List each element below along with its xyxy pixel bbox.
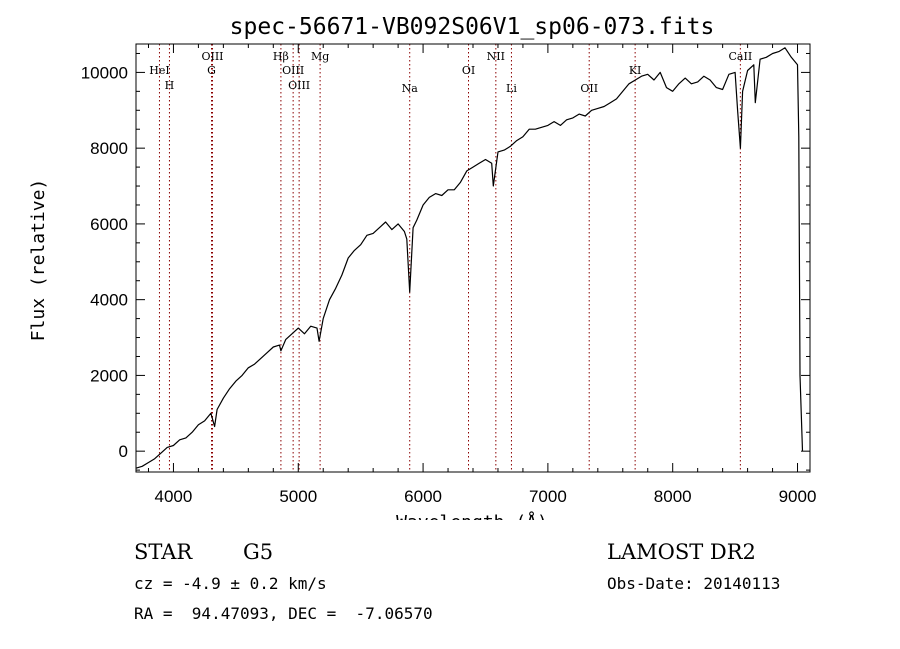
line-label-11: Li bbox=[506, 82, 517, 95]
axis-ticks: 4000 5000 6000 7000 8000 9000 0 2000 4000 6000 800… bbox=[81, 44, 817, 506]
line-label-6: OIII bbox=[288, 79, 310, 92]
ra-dec-coordinates: RA = 94.47093, DEC = -7.06570 bbox=[134, 604, 433, 623]
line-label-8: Na bbox=[402, 82, 419, 95]
y-tick-label-2: 4000 bbox=[90, 291, 128, 310]
x-tick-label-1: 5000 bbox=[279, 487, 317, 506]
line-label-5: OIII bbox=[282, 64, 304, 77]
spectrum-chart: spec-56671-VB092S06V1_sp06-073.fits HeI H… bbox=[28, 14, 817, 520]
line-label-9: OI bbox=[462, 64, 475, 77]
spectrum-line bbox=[135, 47, 804, 469]
redshift-cz: cz = -4.9 ± 0.2 km/s bbox=[134, 574, 327, 593]
y-tick-label-1: 2000 bbox=[90, 366, 128, 385]
x-tick-label-0: 4000 bbox=[155, 487, 193, 506]
plot-frame bbox=[135, 43, 811, 473]
y-tick-label-0: 0 bbox=[119, 442, 128, 461]
x-axis-label: Wavelength (Å) bbox=[396, 511, 548, 520]
chart-title: spec-56671-VB092S06V1_sp06-073.fits bbox=[230, 14, 715, 40]
y-axis-label: Flux (relative) bbox=[28, 179, 49, 342]
line-label-12: OII bbox=[580, 82, 598, 95]
line-label-13: KI bbox=[629, 64, 642, 77]
line-label-0: HeI bbox=[149, 64, 169, 77]
line-label-10: NII bbox=[487, 50, 505, 63]
x-tick-label-3: 7000 bbox=[529, 487, 567, 506]
y-tick-label-4: 8000 bbox=[90, 139, 128, 158]
line-label-4: Hβ bbox=[273, 50, 289, 63]
observation-date: Obs-Date: 20140113 bbox=[607, 574, 781, 593]
y-tick-label-3: 6000 bbox=[90, 215, 128, 234]
object-subclass: G5 bbox=[243, 540, 274, 564]
x-tick-label-2: 6000 bbox=[404, 487, 442, 506]
x-tick-label-4: 8000 bbox=[654, 487, 692, 506]
line-label-7: Mg bbox=[311, 50, 329, 63]
line-label-1: H bbox=[165, 79, 175, 92]
line-label-3: G bbox=[207, 64, 216, 77]
y-tick-label-5: 10000 bbox=[81, 63, 128, 82]
survey-name: LAMOST DR2 bbox=[607, 540, 756, 564]
object-class: STAR bbox=[134, 540, 193, 564]
x-tick-label-5: 9000 bbox=[779, 487, 817, 506]
line-label-2: OIII bbox=[201, 50, 223, 63]
line-label-14: CaII bbox=[729, 50, 753, 63]
